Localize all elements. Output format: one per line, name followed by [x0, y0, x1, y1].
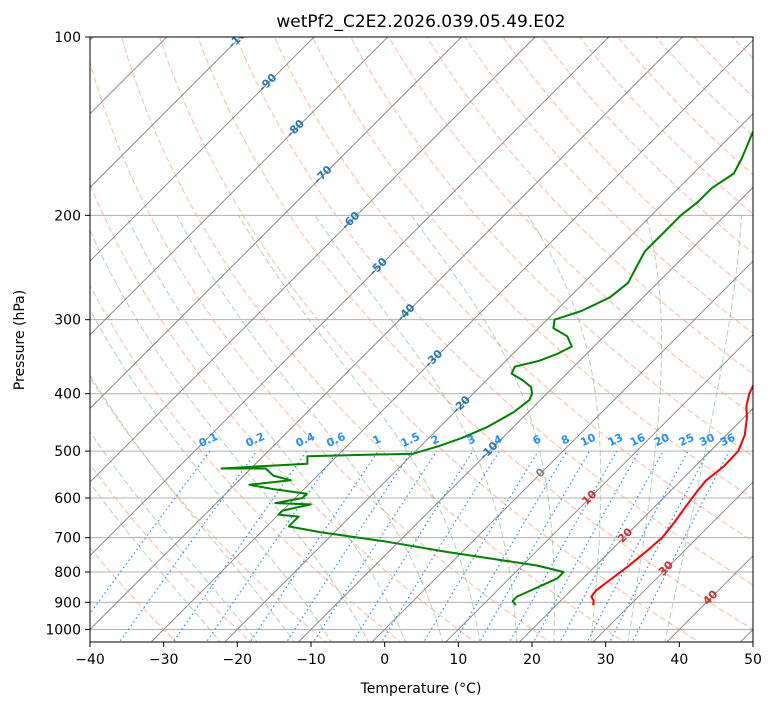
- moist-adiabat: [176, 215, 444, 642]
- mixing-ratio-line: [312, 450, 438, 642]
- mixing-ratio-line: [380, 450, 501, 642]
- x-tick-label: −10: [296, 652, 326, 668]
- dry-adiabat: [90, 60, 551, 642]
- moist-adiabat: [237, 215, 481, 642]
- x-tick-label: −20: [223, 652, 253, 668]
- x-tick-label: 40: [670, 652, 688, 668]
- isotherm-line: [90, 37, 242, 189]
- mixing-ratio-label: 25: [677, 431, 696, 449]
- y-tick-label: 1000: [45, 622, 81, 638]
- isotherm-line: [224, 113, 753, 642]
- mixing-ratio-line: [631, 450, 730, 642]
- y-tick-label: 900: [54, 595, 81, 611]
- moist-adiabat: [527, 215, 602, 642]
- isotherm-line: [90, 37, 610, 557]
- isotherm-line: [150, 39, 753, 642]
- isotherm-line: [90, 37, 389, 336]
- chart-title: wetPf2_C2E2.2026.039.05.49.E02: [276, 12, 565, 32]
- moist-adiabat: [90, 229, 369, 642]
- x-tick-label: 30: [597, 652, 615, 668]
- x-axis-label: Temperature (°C): [360, 681, 482, 697]
- dry-adiabat: [159, 37, 701, 642]
- mixing-ratio-line: [609, 450, 710, 642]
- dry-adiabat: [388, 37, 753, 416]
- plot-frame: [89, 36, 754, 643]
- isotherm-line: [371, 260, 753, 642]
- mixing-ratio-line: [454, 450, 568, 642]
- mixing-ratio-line: [479, 450, 591, 642]
- mixing-ratio-line: [205, 450, 338, 642]
- temperature-profile: [590, 383, 753, 606]
- x-tick-label: 50: [744, 652, 762, 668]
- y-tick-label: 300: [54, 313, 81, 329]
- y-tick-label: 100: [54, 30, 81, 46]
- dewpoint-profile: [220, 130, 753, 606]
- isotherm-line: [592, 481, 753, 642]
- dry-adiabat: [121, 37, 626, 642]
- moist-adiabat: [90, 308, 332, 642]
- isotherm-line: [297, 186, 753, 642]
- moist-adiabat: [125, 215, 407, 642]
- dry-adiabat: [426, 37, 753, 375]
- y-axis-ticks: 100 200 300 400 500 600 700 800 900 1000: [45, 30, 90, 638]
- mixing-ratio-label: 36: [718, 431, 738, 449]
- mixing-ratio-label: 13: [606, 431, 625, 449]
- y-tick-label: 200: [54, 208, 81, 224]
- mixing-ratio-line: [90, 450, 211, 615]
- dry-adiabat: [311, 37, 753, 500]
- background-lines: [90, 37, 753, 642]
- mixing-ratio-line: [508, 450, 618, 642]
- y-tick-label: 400: [54, 387, 81, 403]
- moist-adiabat: [664, 215, 742, 642]
- mixing-ratio-label: 20: [652, 431, 672, 449]
- y-tick-label: 700: [54, 531, 81, 547]
- sounding-profiles: [220, 130, 753, 606]
- x-tick-label: 10: [449, 652, 467, 668]
- isotherm-line: [90, 37, 463, 410]
- y-tick-label: 600: [54, 491, 81, 507]
- mixing-ratio-line: [352, 450, 474, 642]
- mixing-ratio-line: [423, 450, 539, 642]
- isotherm-line: [90, 37, 315, 262]
- mixing-ratio-label: 30: [697, 431, 717, 449]
- mixing-ratio-line: [249, 450, 379, 642]
- x-axis-ticks: −40 −30 −20 −10 0 10 20 30 40 50: [75, 642, 762, 668]
- x-tick-label: −30: [149, 652, 179, 668]
- moist-adiabat: [90, 482, 221, 642]
- dry-adiabat: [90, 546, 178, 642]
- dry-adiabat: [235, 37, 753, 586]
- dry-adiabat: [90, 183, 476, 642]
- isotherm-line: [518, 407, 753, 642]
- isotherm-line: [90, 37, 684, 631]
- mixing-ratio-label: 10: [578, 431, 598, 449]
- moist-adiabat: [627, 215, 663, 642]
- mixing-ratio-line: [285, 450, 413, 642]
- x-tick-label: −40: [75, 652, 105, 668]
- x-tick-label: 0: [380, 652, 389, 668]
- mixing-ratio-label: 16: [628, 431, 648, 449]
- y-tick-label: 800: [54, 565, 81, 581]
- moist-adiabat: [314, 215, 518, 642]
- isotherm-line: [90, 37, 536, 483]
- isotherm-line: [445, 334, 753, 642]
- y-tick-label: 500: [54, 444, 81, 460]
- dry-adiabat: [90, 376, 327, 642]
- dry-adiabat: [273, 37, 753, 543]
- x-tick-label: 20: [523, 652, 541, 668]
- dry-adiabat: [90, 284, 402, 642]
- moist-adiabat: [90, 374, 295, 642]
- y-axis-label: Pressure (hPa): [12, 290, 28, 390]
- dry-adiabat: [197, 37, 753, 630]
- moist-adiabat: [90, 430, 258, 642]
